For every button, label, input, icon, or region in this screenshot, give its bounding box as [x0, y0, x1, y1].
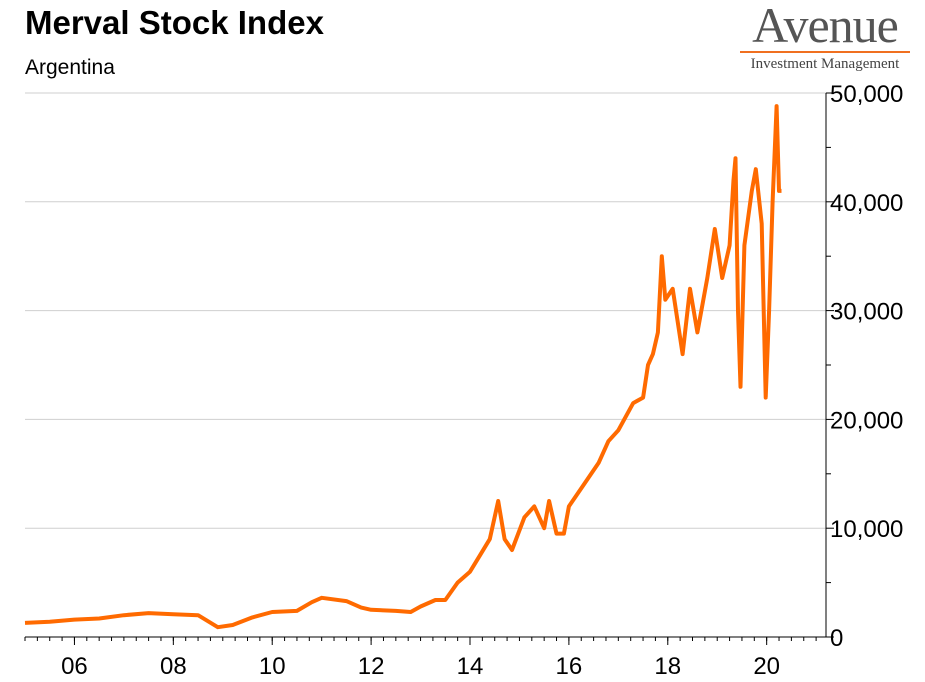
y-tick-label: 40,000: [830, 190, 903, 217]
logo-underline: [740, 51, 910, 53]
x-tick-label: 18: [654, 653, 681, 680]
y-tick-label: 30,000: [830, 299, 903, 326]
logo-tagline: Investment Management: [750, 56, 900, 72]
x-tick-label: 16: [556, 653, 583, 680]
x-tick-label: 12: [358, 653, 385, 680]
company-logo: Avenue Investment Management: [740, 0, 910, 73]
x-tick-label: 08: [160, 653, 187, 680]
x-tick-label: 06: [61, 653, 88, 680]
chart-title: Merval Stock Index: [25, 4, 324, 41]
y-tick-label: 50,000: [830, 81, 903, 108]
x-tick-label: 14: [457, 653, 484, 680]
merval-series-line: [24, 104, 782, 630]
x-tick-label: 10: [259, 653, 286, 680]
y-tick-label: 10,000: [830, 516, 903, 543]
y-tick-label: 20,000: [830, 407, 903, 434]
y-tick-label: 0: [830, 625, 843, 652]
x-tick-label: 20: [753, 653, 780, 680]
chart-subtitle: Argentina: [25, 56, 115, 79]
logo-wordmark: Avenue: [752, 0, 899, 53]
